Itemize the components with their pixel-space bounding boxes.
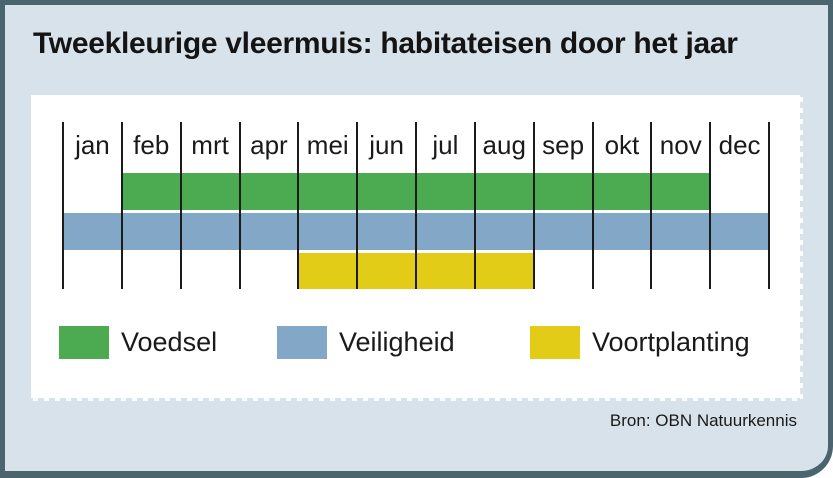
legend-item-voortplanting: Voortplanting: [530, 326, 750, 359]
month-label-okt: okt: [604, 129, 640, 160]
month-label-mei: mei: [306, 129, 349, 160]
legend-label-voedsel: Voedsel: [121, 327, 218, 357]
legend-item-veiligheid: Veiligheid: [277, 326, 455, 359]
month-label-jan: jan: [75, 129, 110, 160]
legend-label-veiligheid: Veiligheid: [339, 327, 455, 357]
month-label-jul: jul: [432, 129, 459, 160]
month-label-feb: feb: [133, 129, 170, 160]
grid-line: [120, 122, 123, 289]
legend-label-voortplanting: Voortplanting: [592, 327, 750, 357]
month-label-mrt: mrt: [191, 129, 229, 160]
grid-line: [591, 122, 594, 289]
month-label-apr: apr: [250, 129, 288, 160]
month-label-sep: sep: [542, 129, 585, 160]
legend: Voedsel Veiligheid Voortplanting: [31, 326, 800, 366]
grid-line: [179, 122, 182, 289]
grid-line: [709, 122, 712, 289]
legend-swatch-veiligheid: [277, 326, 327, 359]
grid-line: [415, 122, 417, 289]
grid-line: [532, 122, 535, 289]
grid-line: [768, 122, 770, 289]
month-label-jun: jun: [369, 129, 404, 160]
legend-item-voedsel: Voedsel: [59, 326, 217, 359]
month-grid: jan feb mrt apr mei jun jul aug sep okt nov dec: [62, 122, 770, 289]
legend-swatch-voedsel: [59, 326, 109, 359]
grid-line: [238, 122, 241, 289]
grid-line: [473, 122, 476, 289]
source-credit: Bron: OBN Natuurkennis: [609, 411, 797, 430]
grid-line: [297, 122, 300, 289]
month-label-aug: aug: [482, 129, 526, 160]
chart-panel: jan feb mrt apr mei jun jul aug sep okt nov dec Voe…: [31, 95, 803, 401]
grid-line: [62, 122, 64, 289]
grid-line: [650, 122, 653, 289]
page-title: Tweekleurige vleermuis: habitateisen doo…: [33, 27, 738, 60]
grid-line: [356, 122, 359, 289]
month-label-nov: nov: [659, 129, 702, 160]
legend-swatch-voortplanting: [530, 326, 580, 359]
month-label-dec: dec: [718, 129, 761, 160]
